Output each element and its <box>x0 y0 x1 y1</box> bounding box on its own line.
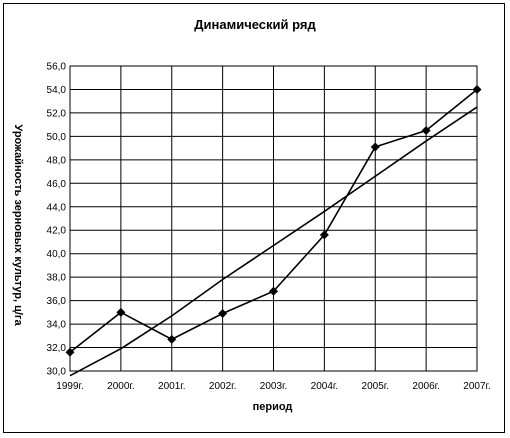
data-point <box>370 142 380 152</box>
data-point <box>218 309 228 319</box>
x-tick-label: 2001г. <box>158 381 185 392</box>
x-tick-label: 2003г. <box>260 381 287 392</box>
y-tick-label: 50,0 <box>47 132 67 143</box>
y-tick-label: 42,0 <box>47 226 67 237</box>
x-tick-label: 2007г. <box>463 381 490 392</box>
data-point <box>269 286 278 296</box>
x-axis-label: период <box>252 401 293 413</box>
y-tick-label: 48,0 <box>47 155 67 166</box>
chart-title: Динамический ряд <box>194 17 316 32</box>
x-tick-label: 2005г. <box>362 381 389 392</box>
y-tick-label: 52,0 <box>47 108 67 119</box>
y-tick-label: 32,0 <box>47 343 67 354</box>
data-point <box>116 307 126 317</box>
trend-line <box>69 106 478 377</box>
x-tick-label: 2002г. <box>209 381 236 392</box>
y-tick-label: 40,0 <box>47 249 67 260</box>
data-point <box>65 347 75 357</box>
data-point <box>421 126 431 136</box>
plot-area <box>69 65 478 372</box>
y-tick-label: 30,0 <box>47 367 67 378</box>
chart-frame <box>3 3 505 433</box>
x-tick-label: 2004г. <box>311 381 338 392</box>
x-tick-label: 2006г. <box>412 381 439 392</box>
data-point <box>167 334 177 344</box>
y-tick-label: 36,0 <box>47 296 67 307</box>
y-tick-label: 34,0 <box>47 320 67 331</box>
x-tick-label: 1999г. <box>56 381 83 392</box>
x-tick-label: 2000г. <box>107 381 134 392</box>
y-tick-label: 38,0 <box>47 273 67 284</box>
y-tick-label: 44,0 <box>47 202 67 213</box>
y-tick-label: 54,0 <box>47 85 67 96</box>
y-tick-label: 56,0 <box>47 62 67 73</box>
data-point <box>472 84 482 94</box>
y-tick-label: 46,0 <box>47 179 67 190</box>
data-point <box>319 230 329 240</box>
